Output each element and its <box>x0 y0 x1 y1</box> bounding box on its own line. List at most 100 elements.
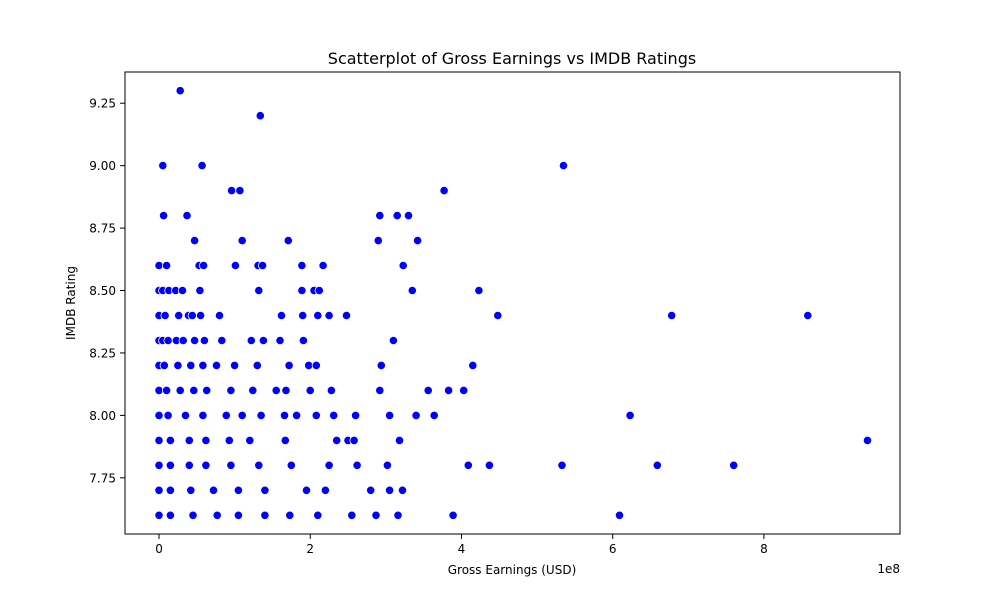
data-point <box>275 335 285 346</box>
y-tick-label: 8.00 <box>89 409 116 423</box>
data-point <box>297 285 307 296</box>
data-point <box>208 485 219 495</box>
data-point <box>279 410 290 420</box>
data-point <box>375 385 385 395</box>
data-point <box>201 460 211 470</box>
data-point <box>254 460 264 470</box>
data-point <box>412 236 423 246</box>
data-point <box>260 510 270 520</box>
data-point <box>652 460 662 470</box>
data-point <box>245 435 255 445</box>
data-point <box>212 510 222 520</box>
y-tick-label: 8.50 <box>89 284 116 298</box>
data-point <box>154 435 164 445</box>
data-point <box>285 510 295 520</box>
data-point <box>160 310 170 321</box>
data-point <box>255 111 265 121</box>
data-point <box>237 236 247 246</box>
data-point <box>271 385 281 395</box>
data-point <box>329 410 339 420</box>
data-point <box>393 510 403 520</box>
data-point <box>397 485 408 495</box>
data-point <box>407 285 417 296</box>
data-point <box>165 510 175 520</box>
data-point <box>175 86 185 96</box>
data-point <box>493 310 503 321</box>
data-point <box>384 485 395 495</box>
data-point <box>281 385 291 395</box>
x-tick-label: 0 <box>155 542 163 556</box>
data-point <box>375 211 385 221</box>
data-point <box>180 410 191 420</box>
data-point <box>248 385 258 395</box>
data-point <box>182 211 192 221</box>
data-point <box>163 335 173 346</box>
data-point <box>214 310 225 321</box>
data-point <box>557 460 567 470</box>
data-point <box>187 310 197 321</box>
data-point <box>398 260 408 271</box>
data-point <box>154 460 164 470</box>
y-tick-label: 9.25 <box>89 97 116 111</box>
data-point <box>211 360 222 370</box>
data-point <box>625 410 635 420</box>
data-point <box>165 485 175 495</box>
data-point <box>230 260 240 271</box>
data-points <box>154 86 873 520</box>
data-point <box>326 385 336 395</box>
data-point <box>184 435 194 445</box>
data-point <box>392 211 402 221</box>
data-point <box>311 410 321 420</box>
data-point <box>188 510 198 520</box>
data-point <box>324 310 334 321</box>
chart-title: Scatterplot of Gross Earnings vs IMDB Ra… <box>328 49 696 68</box>
data-point <box>158 161 168 171</box>
x-axis-ticks: 0 2 4 6 8 <box>155 534 768 556</box>
data-point <box>484 460 494 470</box>
data-point <box>298 310 308 321</box>
data-point <box>189 385 199 395</box>
y-tick-label: 7.75 <box>89 471 116 485</box>
x-tick-label: 2 <box>306 542 314 556</box>
data-point <box>199 260 209 271</box>
data-point <box>154 510 164 520</box>
data-point <box>373 236 383 246</box>
data-point <box>305 385 315 395</box>
data-point <box>411 410 421 420</box>
plot-area-frame <box>124 71 901 535</box>
data-point <box>347 510 357 520</box>
data-point <box>384 410 395 420</box>
data-point <box>297 260 307 271</box>
data-point <box>195 285 205 296</box>
x-axis-label: Gross Earnings (USD) <box>448 563 577 577</box>
data-point <box>614 510 625 520</box>
data-point <box>226 460 236 470</box>
data-point <box>350 410 361 420</box>
data-point <box>304 360 314 370</box>
data-point <box>235 186 245 196</box>
data-point <box>256 410 266 420</box>
data-point <box>463 460 473 470</box>
data-point <box>862 435 873 445</box>
data-point <box>186 360 196 370</box>
data-point <box>468 360 478 370</box>
data-point <box>159 360 169 370</box>
data-point <box>349 435 359 445</box>
data-point <box>332 435 342 445</box>
data-point <box>558 161 569 171</box>
data-point <box>311 360 321 370</box>
data-point <box>291 410 302 420</box>
data-point <box>352 460 362 470</box>
data-point <box>198 410 208 420</box>
data-point <box>196 310 206 321</box>
data-point <box>154 410 164 420</box>
data-point <box>190 236 200 246</box>
data-point <box>667 310 677 321</box>
x-tick-label: 4 <box>458 542 466 556</box>
data-point <box>226 385 236 395</box>
data-point <box>313 510 323 520</box>
data-point <box>284 360 294 370</box>
